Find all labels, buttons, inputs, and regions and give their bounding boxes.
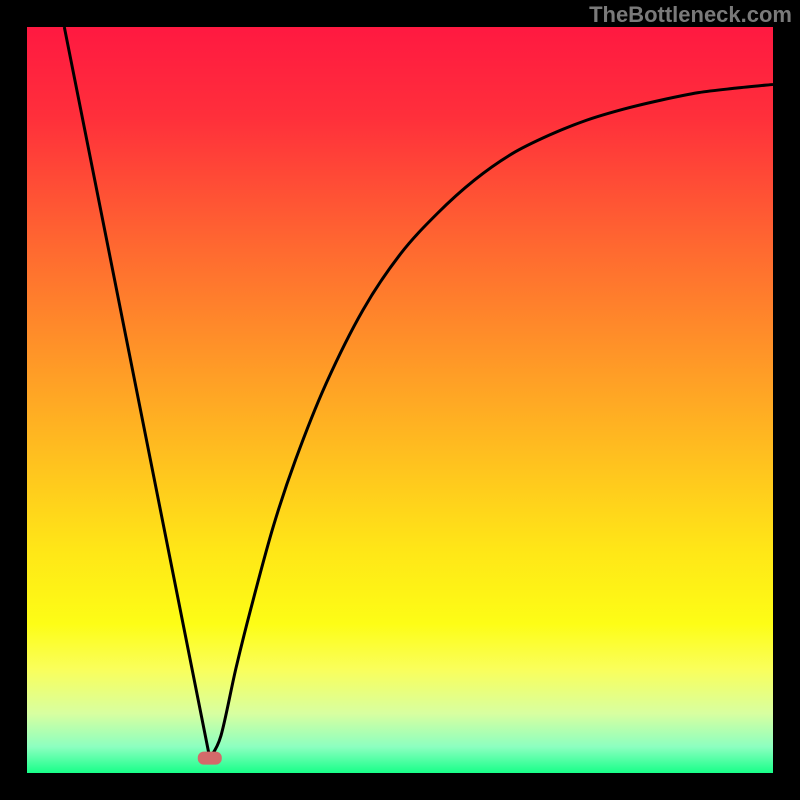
bottleneck-chart xyxy=(0,0,800,800)
optimal-point-marker xyxy=(198,752,222,765)
watermark-text: TheBottleneck.com xyxy=(589,2,792,28)
chart-container: TheBottleneck.com xyxy=(0,0,800,800)
